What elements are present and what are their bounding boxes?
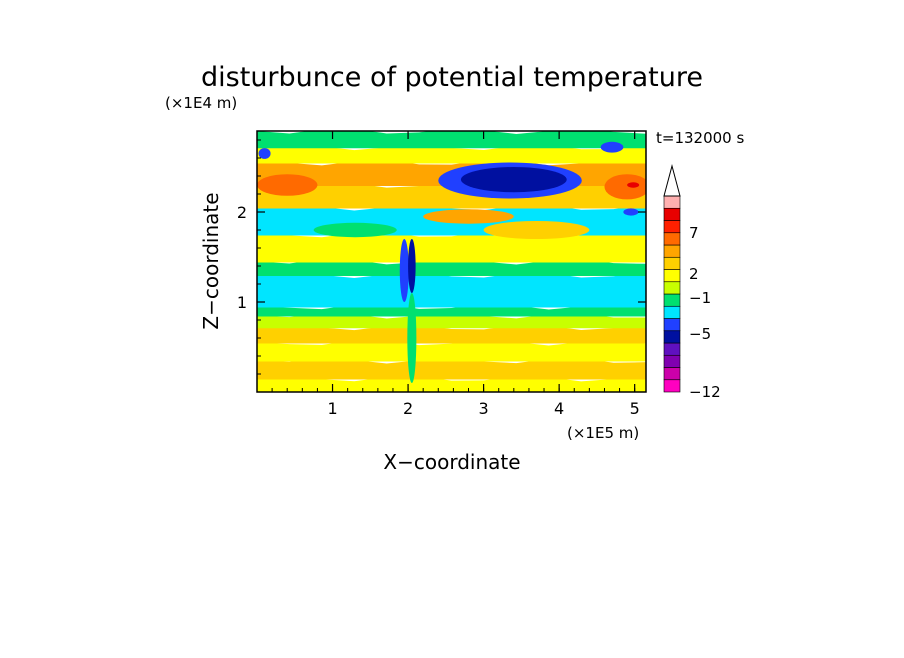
contour-band (257, 375, 646, 392)
x-tick-label: 1 (327, 399, 337, 418)
contour-patch (313, 222, 397, 238)
contour-patch (408, 239, 416, 293)
y-axis: 12 (237, 139, 646, 375)
colorbar-tick-label: −12 (689, 383, 721, 401)
contour-patch (604, 174, 646, 200)
contour-field (257, 131, 646, 392)
colorbar-tick-label: −5 (689, 325, 711, 343)
colorbar-swatch (663, 269, 681, 283)
colorbar-swatch (663, 256, 681, 270)
contour-patch (460, 167, 567, 193)
contour-patch (399, 239, 409, 302)
contour-band (257, 324, 646, 344)
y-tick-label: 2 (237, 203, 247, 222)
contour-patch (483, 221, 590, 239)
contour-patch (423, 209, 514, 224)
colorbar-swatch (663, 379, 681, 393)
plot-area (256, 130, 647, 393)
colorbar-tick-label: 7 (689, 224, 699, 242)
x-unit-label: (×1E5 m) (567, 424, 639, 442)
y-unit-label: (×1E4 m) (165, 94, 237, 112)
contour-band (257, 272, 646, 308)
colorbar-swatch (663, 281, 681, 295)
colorbar-swatch (663, 244, 681, 258)
contour-patch (627, 182, 640, 188)
y-tick-label: 1 (237, 293, 247, 312)
chart-title: disturbunce of potential temperature (201, 62, 703, 93)
colorbar-swatch (663, 195, 681, 209)
contour-patch (407, 293, 417, 383)
time-label: t=132000 s (656, 129, 744, 147)
colorbar-extend-arrow (663, 164, 681, 197)
y-axis-label: Z−coordinate (199, 192, 223, 329)
colorbar: 7 2 −1 −5 −12 (663, 164, 721, 401)
colorbar-swatch (663, 305, 681, 319)
contour-band (257, 144, 646, 164)
colorbar-swatch (663, 232, 681, 246)
x-tick-label: 5 (630, 399, 640, 418)
x-tick-label: 4 (554, 399, 564, 418)
colorbar-swatch (663, 220, 681, 234)
colorbar-swatch (663, 293, 681, 307)
colorbar-swatch (663, 330, 681, 344)
colorbar-swatch (663, 318, 681, 332)
contour-band (257, 258, 646, 276)
contour-patch (623, 208, 639, 216)
contour-band (257, 131, 646, 149)
contour-patch (600, 141, 624, 153)
contour-band (257, 357, 646, 380)
colorbar-tick-label: −1 (689, 289, 711, 307)
x-tick-label: 2 (403, 399, 413, 418)
contour-patch (258, 148, 271, 159)
x-tick-label: 3 (479, 399, 489, 418)
x-axis-label: X−coordinate (383, 450, 520, 474)
colorbar-swatch (663, 207, 681, 221)
plot-frame (256, 130, 647, 393)
colorbar-swatch (663, 342, 681, 356)
contour-band (257, 339, 646, 362)
colorbar-swatch (663, 354, 681, 368)
contour-patch (257, 174, 318, 196)
colorbar-tick-label: 2 (689, 265, 699, 283)
x-axis: 1 2 3 4 5 (271, 131, 640, 418)
colorbar-swatch (663, 367, 681, 381)
contour-band (257, 231, 646, 263)
